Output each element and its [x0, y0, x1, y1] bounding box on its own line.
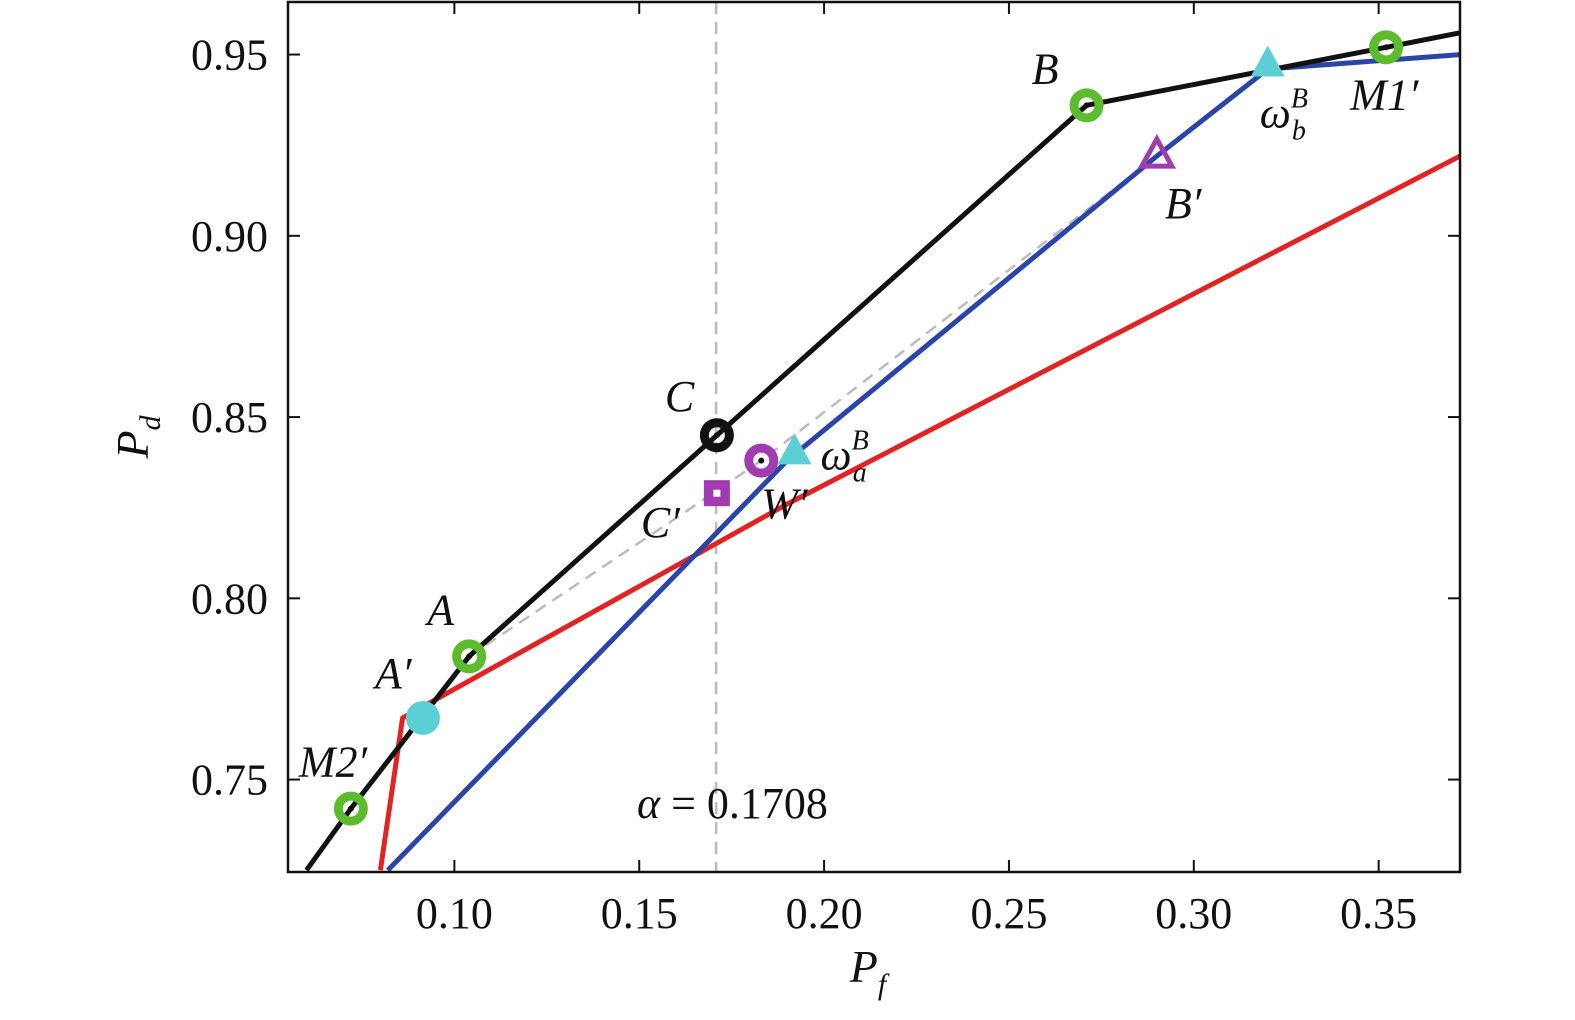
marker — [405, 700, 440, 735]
marker — [452, 639, 487, 674]
point-label: A — [424, 585, 455, 634]
x-tick-label: 0.25 — [970, 889, 1047, 938]
point-label: C — [665, 372, 695, 421]
y-tick-label: 0.80 — [191, 574, 268, 623]
marker — [1369, 30, 1404, 65]
point-label: C′ — [641, 498, 681, 547]
series-line-blue — [386, 52, 1460, 872]
point-label: ωB a — [821, 425, 869, 488]
y-tick-label: 0.90 — [191, 212, 268, 261]
y-tick-label: 0.85 — [191, 393, 268, 442]
series-line-black — [304, 30, 1460, 872]
point-label: B′ — [1165, 179, 1203, 228]
markers — [333, 30, 1404, 826]
x-tick-label: 0.30 — [1155, 889, 1232, 938]
x-tick-label: 0.15 — [601, 889, 678, 938]
series-lines — [304, 30, 1460, 872]
point-label: M2′ — [298, 738, 369, 787]
marker — [699, 418, 734, 453]
x-tick-label: 0.20 — [786, 889, 863, 938]
marker — [703, 480, 730, 507]
x-tick-label: 0.10 — [416, 889, 493, 938]
point-label: W′ — [761, 480, 809, 529]
plot-area — [304, 2, 1460, 872]
point-label: ωB b — [1260, 83, 1308, 146]
plot-frame — [286, 0, 1462, 874]
y-tick-label: 0.75 — [191, 756, 268, 805]
marker — [1250, 45, 1285, 77]
axis-ticks: 0.10 0.15 0.20 0.25 0.30 0.35 0.75 0.80 0.85 0.90… — [191, 2, 1460, 938]
x-tick-label: 0.35 — [1340, 889, 1417, 938]
marker — [777, 433, 812, 465]
point-labels: M2′ AA′ C C′ W′ωB a B B′ ωB b M1′ — [298, 44, 1420, 786]
series-line-red — [377, 153, 1460, 871]
point-label: B — [1032, 44, 1059, 93]
marker — [333, 791, 368, 826]
x-axis-label: Pf — [849, 941, 890, 1001]
marker — [1137, 133, 1177, 169]
marker — [744, 443, 779, 478]
y-axis-label: Pd — [107, 414, 167, 459]
alpha-label: α = 0.1708 — [637, 779, 828, 828]
point-label: M1′ — [1349, 70, 1420, 119]
y-tick-label: 0.95 — [191, 31, 268, 80]
marker — [1069, 88, 1104, 123]
point-label: A′ — [372, 649, 413, 698]
series-line-gray — [468, 155, 1158, 658]
